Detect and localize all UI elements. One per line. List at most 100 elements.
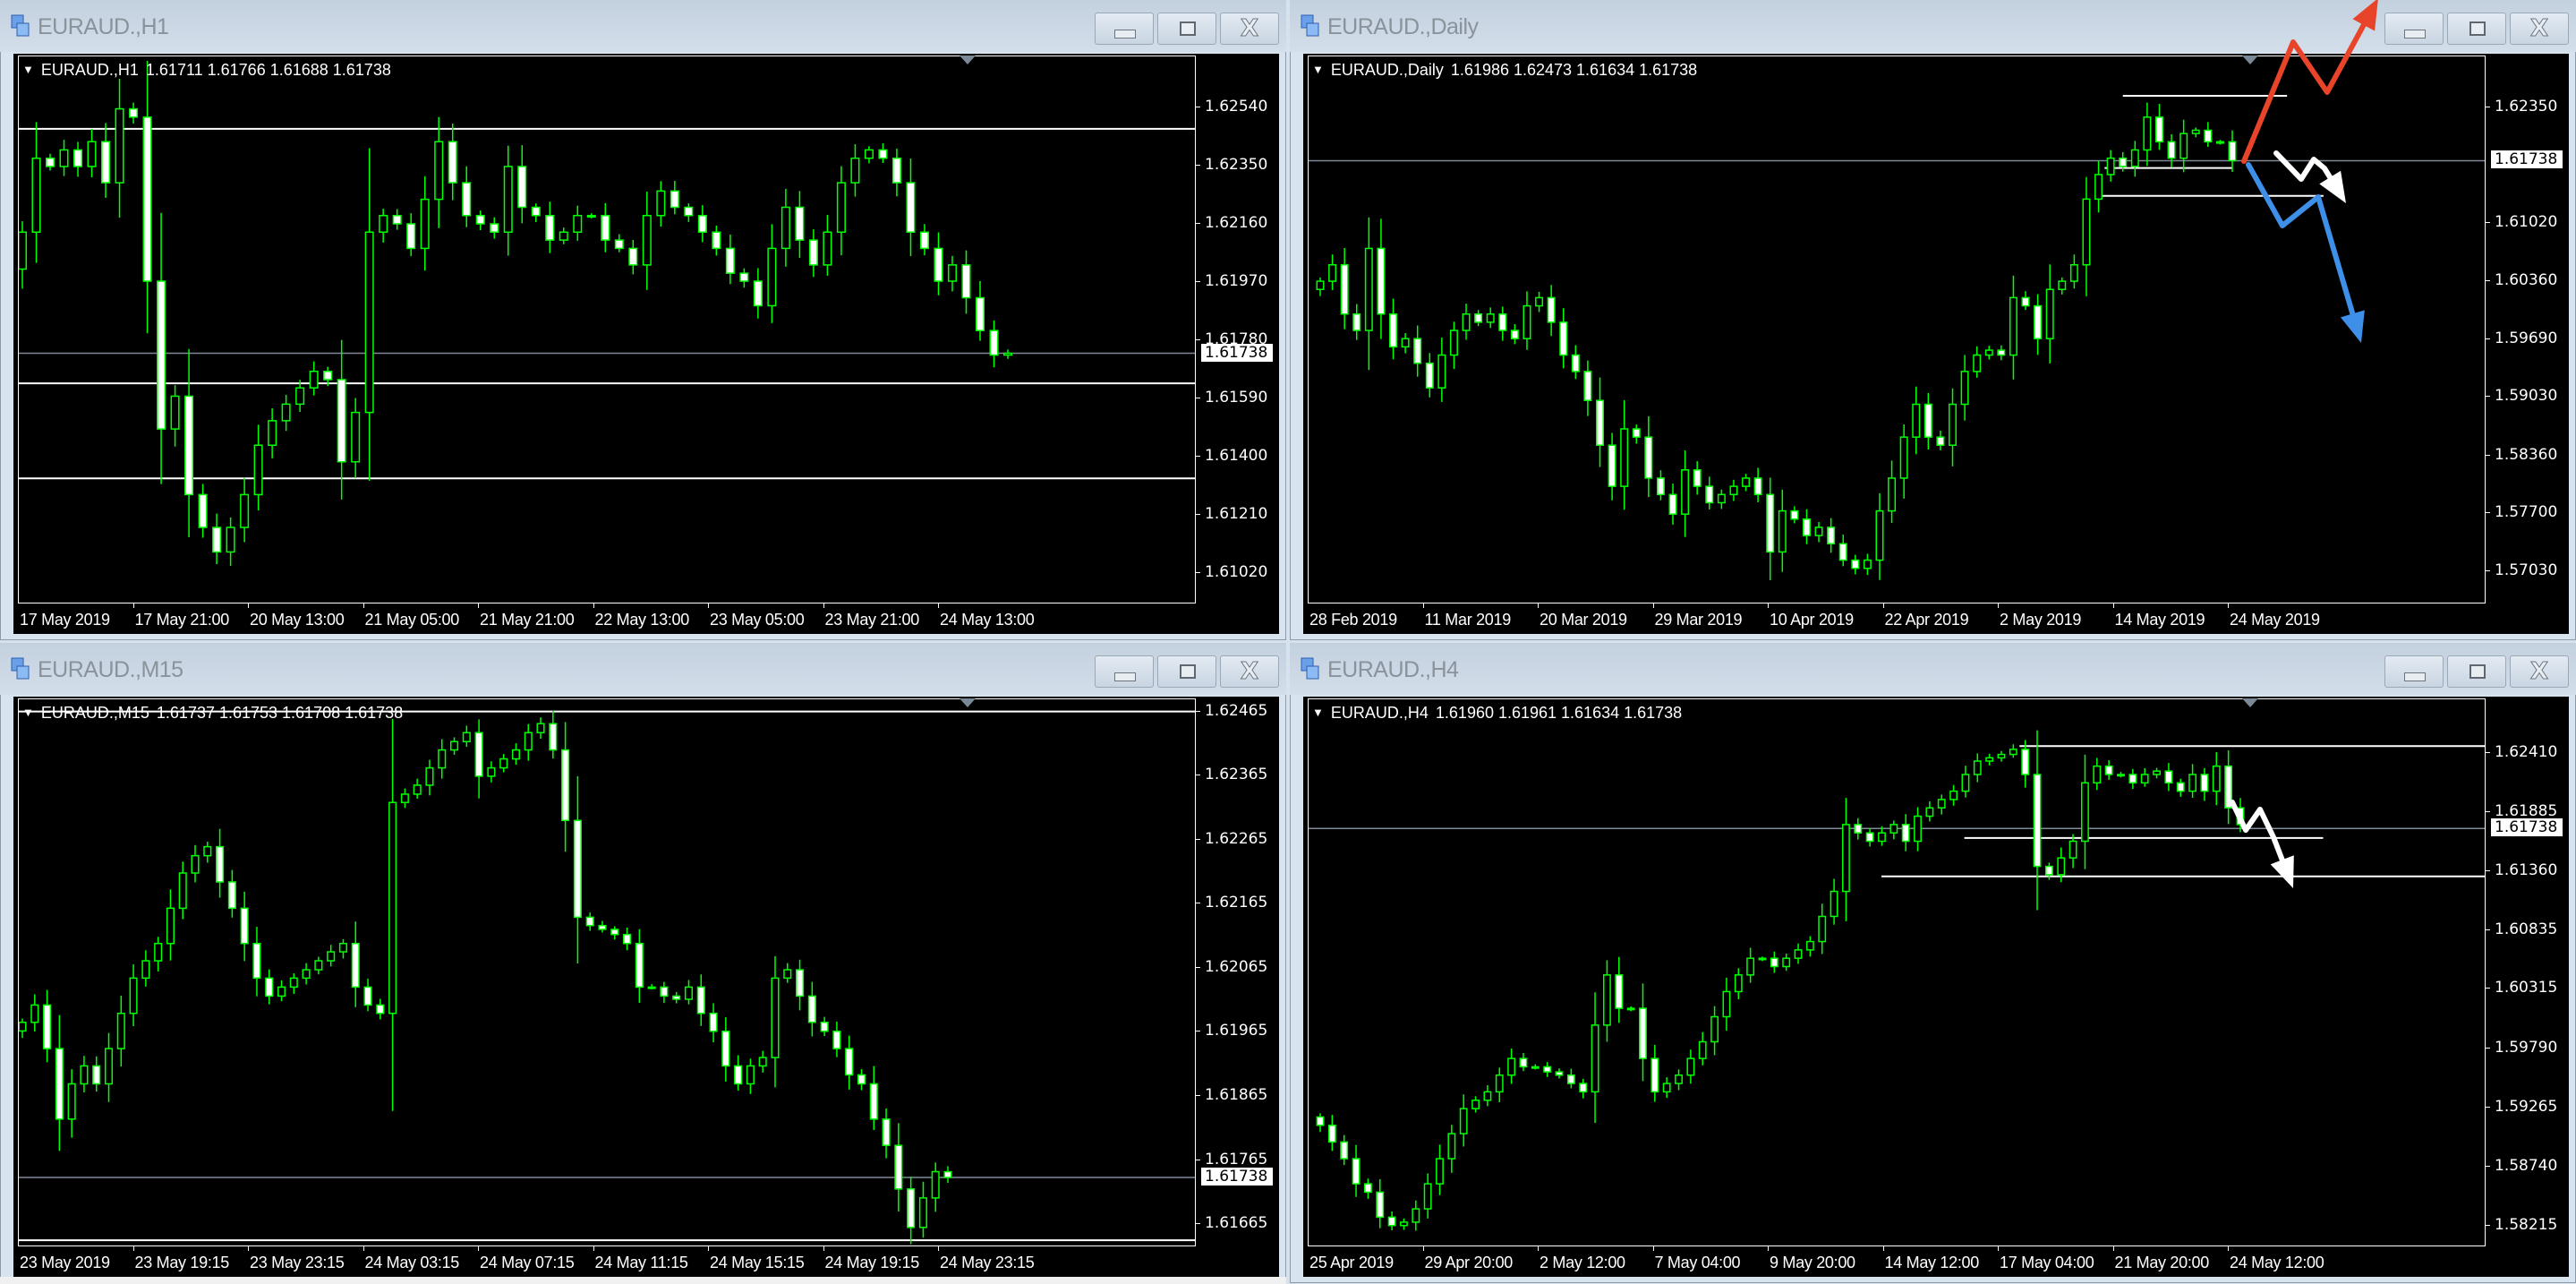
- x-tick-label: 20 May 13:00: [250, 611, 345, 629]
- close-button[interactable]: X: [2510, 655, 2569, 688]
- bull-candle: [1486, 312, 1495, 323]
- bull-candle: [499, 758, 508, 769]
- bull-candle: [1401, 338, 1410, 348]
- x-tick-label: 24 May 07:15: [480, 1254, 575, 1271]
- bull-candle: [1925, 807, 1934, 817]
- bull-candle: [836, 182, 846, 233]
- bull-candle: [1002, 352, 1013, 356]
- minimize-button[interactable]: [1095, 655, 1154, 688]
- chart-tabs-bar[interactable]: [0, 1277, 1286, 1284]
- bear-candle: [406, 223, 416, 250]
- price-plot[interactable]: [18, 698, 1196, 1246]
- bear-candle: [1656, 477, 1665, 496]
- minimize-icon: [2404, 672, 2426, 681]
- bear-candle: [216, 845, 225, 883]
- window-titlebar[interactable]: EURAUD.,Daily X: [1290, 0, 2576, 52]
- restore-button[interactable]: [1157, 655, 1216, 688]
- bear-candle: [2034, 304, 2043, 339]
- restore-button[interactable]: [2447, 655, 2506, 688]
- time-axis[interactable]: 28 Feb 2019 11 Mar 2019 20 Mar 2019 29 Mar …: [1308, 603, 2486, 634]
- bull-candle: [1328, 264, 1337, 282]
- close-button[interactable]: X: [1220, 655, 1279, 688]
- x-tick-label: 23 May 19:15: [134, 1254, 230, 1271]
- bear-candle: [1766, 493, 1775, 553]
- window-titlebar[interactable]: EURAUD.,H1 X: [0, 0, 1286, 52]
- bull-candle: [1483, 1091, 1492, 1101]
- triangle-down-icon[interactable]: ▼: [22, 706, 34, 719]
- bull-candle: [647, 986, 656, 989]
- minimize-icon: [1114, 672, 1136, 681]
- x-tick: [2112, 603, 2114, 608]
- bear-candle: [573, 819, 582, 919]
- x-tick: [2228, 1246, 2229, 1251]
- bull-candle: [2009, 749, 2017, 756]
- bull-candle: [1602, 974, 1611, 1026]
- chart-window-h1[interactable]: EURAUD.,H1 X ▼ EURAUD.,H1 1.61711 1.61766 …: [0, 0, 1286, 640]
- y-tick-label: 1.61400: [1205, 447, 1268, 466]
- chart-shift-icon[interactable]: [960, 698, 976, 707]
- bear-candle: [1838, 543, 1847, 561]
- bear-candle: [1566, 1074, 1575, 1084]
- bear-candle: [1474, 312, 1483, 323]
- chart-shift-icon[interactable]: [2242, 698, 2258, 707]
- chart-symbol: EURAUD.,Daily: [1330, 61, 1444, 79]
- bull-candle: [154, 942, 163, 962]
- chart-window-m15[interactable]: EURAUD.,M15 X ▼ EURAUD.,M15 1.61737 1.6175…: [0, 643, 1286, 1283]
- close-button[interactable]: X: [2510, 13, 2569, 45]
- bear-candle: [1632, 428, 1641, 438]
- bull-candle: [170, 395, 180, 430]
- time-axis[interactable]: 25 Apr 2019 29 Apr 20:00 2 May 12:00 7 May …: [1308, 1246, 2486, 1277]
- x-tick: [1882, 603, 1884, 608]
- x-tick-label: 17 May 2019: [20, 611, 110, 629]
- chart-window-daily[interactable]: EURAUD.,Daily X ▼ EURAUD.,Daily 1.61986 1.…: [1290, 0, 2576, 640]
- bull-candle: [1412, 1208, 1420, 1223]
- window-titlebar[interactable]: EURAUD.,M15 X: [0, 643, 1286, 695]
- window-titlebar[interactable]: EURAUD.,H4 X: [1290, 643, 2576, 695]
- price-axis[interactable]: 1.62350 1.61020 1.60360 1.59690 1.59030 1.583…: [2486, 56, 2569, 603]
- bull-candle: [309, 370, 319, 389]
- candles-svg: [19, 61, 1195, 567]
- minimize-button[interactable]: [1095, 13, 1154, 45]
- close-icon: X: [2529, 658, 2549, 686]
- bear-candle: [2033, 774, 2042, 868]
- minimize-button[interactable]: [2384, 13, 2444, 45]
- bull-candle: [573, 214, 583, 233]
- price-plot[interactable]: [18, 56, 1196, 603]
- bear-candle: [351, 942, 360, 989]
- time-axis[interactable]: 23 May 2019 23 May 19:15 23 May 23:15 24 Ma…: [18, 1246, 1196, 1277]
- bull-candle: [1973, 760, 1982, 775]
- chart-area[interactable]: ▼ EURAUD.,H1 1.61711 1.61766 1.61688 1.617…: [13, 54, 1279, 634]
- price-axis[interactable]: 1.62465 1.62365 1.62265 1.62165 1.62065 1.619…: [1196, 698, 1279, 1246]
- restore-icon: [1180, 664, 1196, 679]
- chart-area[interactable]: ▼ EURAUD.,H4 1.61960 1.61961 1.61634 1.617…: [1303, 697, 2569, 1277]
- triangle-down-icon[interactable]: ▼: [1312, 63, 1324, 76]
- price-plot[interactable]: [1308, 56, 2486, 603]
- time-axis[interactable]: 17 May 2019 17 May 21:00 20 May 13:00 21 Ma…: [18, 603, 1196, 634]
- price-axis[interactable]: 1.62410 1.61885 1.61360 1.60835 1.60315 1.597…: [2486, 698, 2569, 1246]
- x-tick-label: 17 May 21:00: [134, 611, 230, 629]
- price-axis[interactable]: 1.62540 1.62350 1.62160 1.61970 1.61780 1.615…: [1196, 56, 1279, 603]
- y-tick: [2486, 512, 2490, 514]
- restore-button[interactable]: [2447, 13, 2506, 45]
- bull-candle: [2069, 264, 2078, 282]
- chart-shift-icon[interactable]: [2242, 56, 2258, 64]
- restore-button[interactable]: [1157, 13, 1216, 45]
- bear-candle: [1901, 824, 1910, 843]
- y-tick: [1196, 514, 1200, 516]
- minimize-button[interactable]: [2384, 655, 2444, 688]
- x-tick-label: 22 Apr 2019: [1884, 611, 1969, 629]
- close-button[interactable]: X: [1220, 13, 1279, 45]
- bear-candle: [1693, 469, 1702, 487]
- bear-candle: [709, 1012, 718, 1032]
- bear-candle: [2200, 774, 2209, 792]
- chart-window-h4[interactable]: EURAUD.,H4 X ▼ EURAUD.,H4 1.61960 1.61961 …: [1290, 643, 2576, 1283]
- price-plot[interactable]: [1308, 698, 2486, 1246]
- bear-candle: [2021, 296, 2030, 307]
- x-tick: [1882, 1246, 1884, 1251]
- chart-area[interactable]: ▼ EURAUD.,M15 1.61737 1.61753 1.61708 1.61…: [13, 697, 1279, 1277]
- triangle-down-icon[interactable]: ▼: [1312, 706, 1324, 719]
- chart-area[interactable]: ▼ EURAUD.,Daily 1.61986 1.62473 1.61634 1.…: [1303, 54, 2569, 634]
- bear-candle: [549, 723, 558, 751]
- triangle-down-icon[interactable]: ▼: [22, 63, 34, 76]
- chart-shift-icon[interactable]: [960, 56, 976, 64]
